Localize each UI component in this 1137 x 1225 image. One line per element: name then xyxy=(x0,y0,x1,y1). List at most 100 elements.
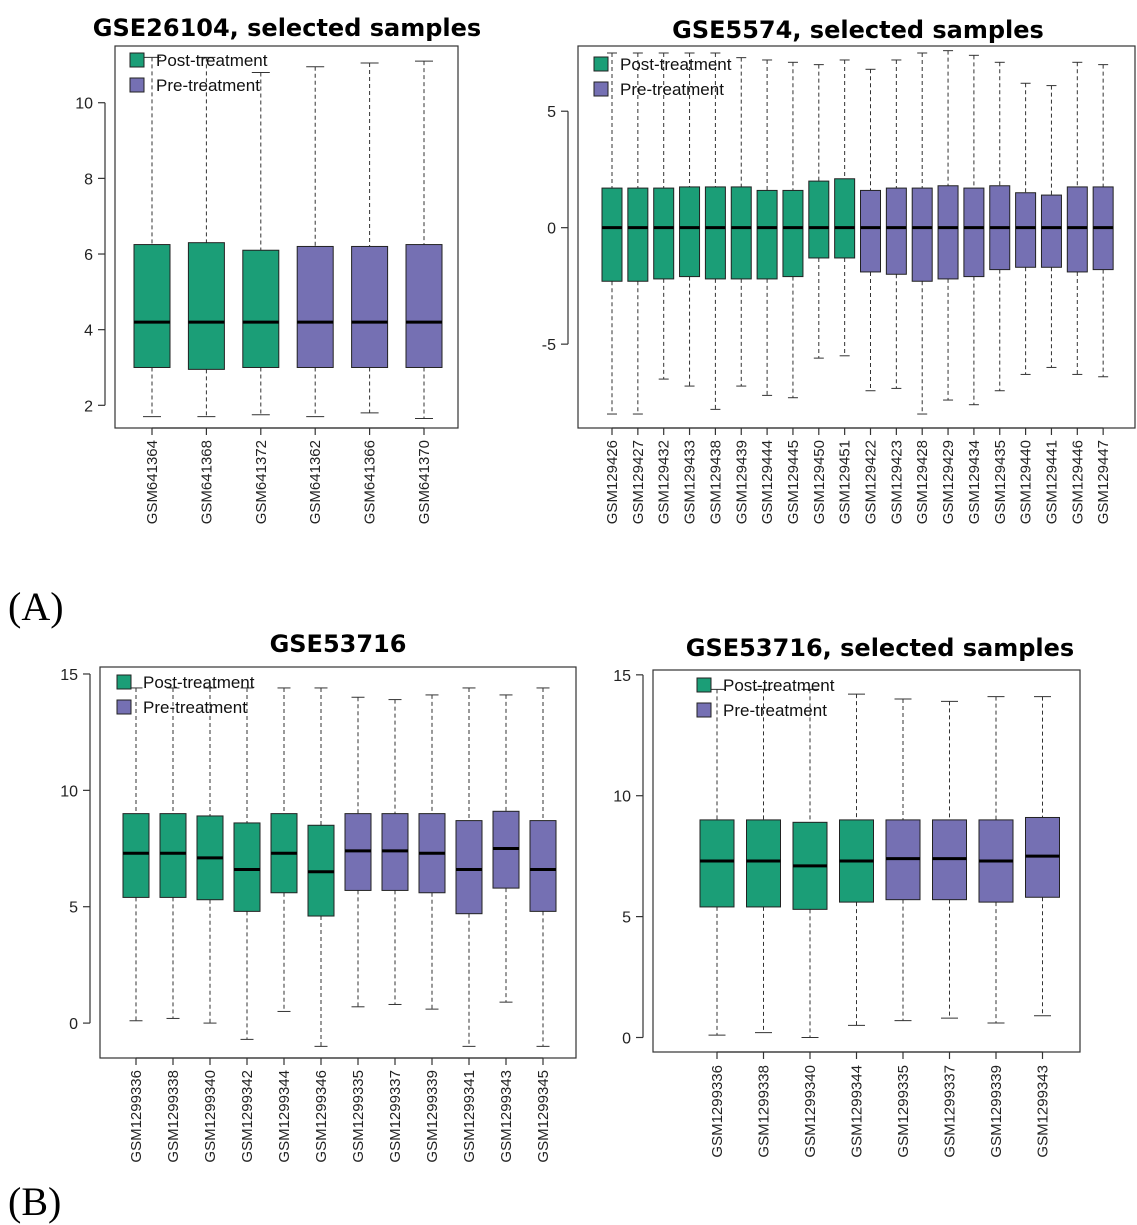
box-GSM129441: GSM129441 xyxy=(1040,85,1062,524)
box-GSM129445: GSM129445 xyxy=(782,61,804,524)
iqr-box xyxy=(296,245,334,368)
legend-item-pre: Pre-treatment xyxy=(116,698,247,717)
box-GSM129450: GSM129450 xyxy=(808,64,830,524)
iqr-box xyxy=(627,187,649,282)
legend-swatch xyxy=(696,702,712,718)
box-GSM129444: GSM129444 xyxy=(756,59,778,524)
box-GSM129427: GSM129427 xyxy=(627,52,649,524)
iqr-box xyxy=(187,242,225,370)
y-tick-label: 0 xyxy=(622,1030,631,1047)
box-GSM1299338: GSM1299338 xyxy=(746,688,781,1158)
x-tick-label: GSM641368 xyxy=(198,440,215,524)
x-tick-label: GSM1299338 xyxy=(756,1065,773,1158)
iqr-box xyxy=(233,822,261,912)
legend-item-post: Post-treatment xyxy=(116,673,255,692)
iqr-box xyxy=(679,186,701,278)
x-tick-label: GSM129439 xyxy=(733,440,750,524)
box-GSM1299342: GSM1299342 xyxy=(233,687,261,1163)
x-tick-label: GSM1299342 xyxy=(239,1070,256,1163)
box-GSM641368: GSM641368 xyxy=(187,56,225,524)
iqr-box xyxy=(730,186,752,280)
iqr-box xyxy=(455,820,483,915)
x-tick-label: GSM1299339 xyxy=(988,1065,1005,1158)
iqr-box xyxy=(699,819,735,908)
x-tick-label: GSM641370 xyxy=(416,440,433,524)
x-tick-label: GSM129435 xyxy=(992,440,1009,524)
box-GSM641370: GSM641370 xyxy=(405,60,443,524)
iqr-box xyxy=(885,187,907,275)
legend-item-post: Post-treatment xyxy=(593,55,732,74)
iqr-box xyxy=(242,249,280,368)
iqr-box xyxy=(782,189,804,278)
legend-swatch xyxy=(129,52,145,68)
iqr-box xyxy=(351,245,389,368)
box-GSM1299337: GSM1299337 xyxy=(381,699,409,1163)
x-tick-label: GSM129428 xyxy=(914,440,931,524)
x-tick-label: GSM129444 xyxy=(759,440,776,524)
charts-layer: GSE26104, selected samples 2 4 6 8 10 GSM64136… xyxy=(60,14,1136,1163)
iqr-box xyxy=(704,186,726,280)
box-GSM1299343: GSM1299343 xyxy=(492,694,520,1163)
y-tick-label: 15 xyxy=(60,667,78,684)
legend-swatch xyxy=(116,699,132,715)
x-tick-label: GSM129432 xyxy=(656,440,673,524)
box-GSM129451: GSM129451 xyxy=(834,59,856,524)
box-GSM129422: GSM129422 xyxy=(860,68,881,524)
iqr-box xyxy=(653,187,675,280)
x-tick-label: GSM129422 xyxy=(863,440,880,524)
iqr-box xyxy=(808,180,830,259)
legend-swatch xyxy=(593,56,609,72)
legend-item-pre: Pre-treatment xyxy=(593,80,724,99)
box-GSM641362: GSM641362 xyxy=(296,66,334,524)
box-GSM129438: GSM129438 xyxy=(704,52,726,524)
x-tick-label: GSM1299343 xyxy=(498,1070,515,1163)
legend-item-post: Post-treatment xyxy=(696,676,835,695)
x-tick-label: GSM129445 xyxy=(785,440,802,524)
legend-label: Pre-treatment xyxy=(143,698,247,717)
plot-frame xyxy=(114,45,459,429)
box-GSM1299339: GSM1299339 xyxy=(418,694,446,1163)
box-GSM129447: GSM129447 xyxy=(1092,64,1114,524)
box-GSM1299338: GSM1299338 xyxy=(159,687,187,1163)
y-tick-label: 6 xyxy=(84,247,93,264)
x-tick-label: GSM129438 xyxy=(707,440,724,524)
x-tick-label: GSM641364 xyxy=(144,440,161,524)
legend-label: Pre-treatment xyxy=(156,76,260,95)
box-GSM1299336: GSM1299336 xyxy=(122,687,150,1163)
box-GSM129440: GSM129440 xyxy=(1015,82,1037,524)
iqr-box xyxy=(405,244,443,368)
legend-item-pre: Pre-treatment xyxy=(696,701,827,720)
chart-3: GSE53716 0 5 10 15 GSM1299336 GSM1299338 GSM129… xyxy=(60,630,577,1163)
iqr-box xyxy=(937,185,959,280)
iqr-box xyxy=(122,813,150,898)
x-tick-label: GSM129446 xyxy=(1069,440,1086,524)
y-tick-label: 10 xyxy=(613,789,631,806)
box-GSM129439: GSM129439 xyxy=(730,57,752,524)
iqr-box xyxy=(1066,186,1088,273)
x-tick-label: GSM1299340 xyxy=(202,1070,219,1163)
box-GSM129433: GSM129433 xyxy=(679,52,701,524)
iqr-box xyxy=(133,244,171,368)
x-tick-label: GSM1299345 xyxy=(535,1070,552,1163)
box-GSM1299346: GSM1299346 xyxy=(307,687,335,1163)
iqr-box xyxy=(860,189,881,273)
iqr-box xyxy=(1015,192,1037,268)
iqr-box xyxy=(911,187,933,282)
x-tick-label: GSM129423 xyxy=(888,440,905,524)
x-tick-label: GSM1299340 xyxy=(802,1065,819,1158)
x-tick-label: GSM1299338 xyxy=(165,1070,182,1163)
iqr-box xyxy=(834,178,856,259)
box-GSM129426: GSM129426 xyxy=(601,52,623,524)
chart-title: GSE53716 xyxy=(270,630,407,658)
box-GSM1299344: GSM1299344 xyxy=(839,693,874,1158)
legend-item-pre: Pre-treatment xyxy=(129,76,260,95)
x-tick-label: GSM1299335 xyxy=(895,1065,912,1158)
iqr-box xyxy=(529,820,557,912)
y-tick-label: 10 xyxy=(75,96,93,113)
panel-label-b: (B) xyxy=(8,1179,61,1224)
box-GSM1299345: GSM1299345 xyxy=(529,687,557,1163)
iqr-box xyxy=(963,187,985,278)
box-GSM129428: GSM129428 xyxy=(911,52,933,524)
chart-4: GSE53716, selected samples 0 5 10 15 GSM12993… xyxy=(613,634,1081,1158)
